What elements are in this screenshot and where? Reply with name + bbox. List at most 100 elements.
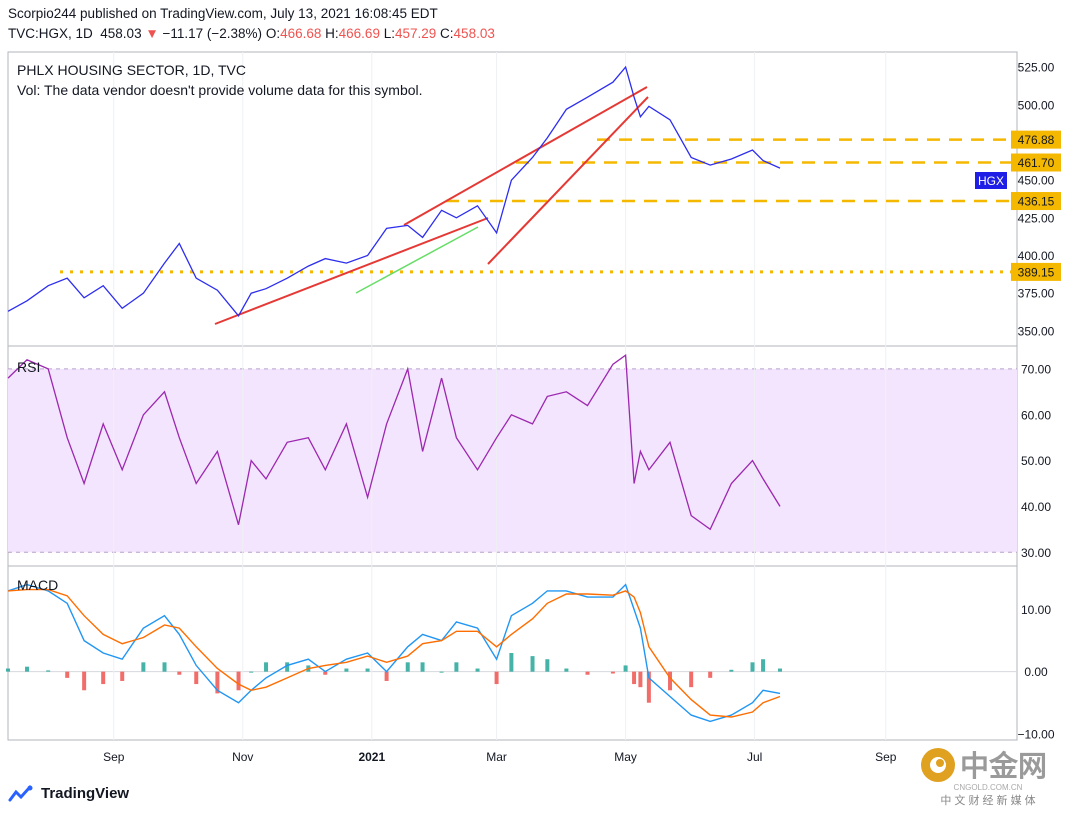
- x-tick-label: Mar: [486, 750, 507, 764]
- x-tick-label: Jul: [747, 750, 762, 764]
- rsi-series-line: [7, 353, 781, 531]
- macd-histogram-bar: [365, 668, 370, 672]
- level-labels: 476.88 461.70 436.15 389.15: [1011, 130, 1061, 281]
- rsi-band: [8, 368, 1017, 553]
- macd-histogram-bar: [236, 671, 241, 691]
- y-tick-label: 525.00: [1018, 61, 1055, 75]
- macd-histogram-bar: [285, 662, 290, 672]
- watermark-cn: 中金网: [960, 749, 1047, 783]
- level-label: 476.88: [1018, 133, 1055, 147]
- macd-histogram-bar: [646, 671, 651, 703]
- macd-histogram-bar: [750, 662, 755, 672]
- macd-histogram-bar: [585, 671, 590, 675]
- y-tick-label: 425.00: [1018, 211, 1055, 225]
- macd-histogram-bar: [405, 662, 410, 672]
- macd-histogram-bar: [25, 666, 30, 672]
- y-tick-label: 30.00: [1021, 546, 1051, 560]
- level-label-bg: [1011, 130, 1061, 149]
- chart-canvas[interactable]: 350.00375.00400.00425.00450.00475.00500.…: [0, 48, 1080, 778]
- x-tick-label: Sep: [103, 750, 125, 764]
- macd-histogram-bar: [264, 662, 269, 672]
- trendline-lower-channel: [214, 217, 489, 325]
- down-arrow-icon: ▼: [145, 26, 159, 41]
- macd-histogram-bar: [141, 662, 146, 672]
- macd-histogram-bar: [384, 671, 389, 681]
- macd-histogram-bar: [530, 656, 535, 672]
- macd-histogram-bar: [420, 662, 425, 672]
- level-label: 389.15: [1018, 265, 1055, 279]
- x-tick-label: May: [614, 750, 637, 764]
- symbol-label: TVC:HGX, 1D: [8, 26, 93, 41]
- level-label-bg: [1011, 153, 1061, 172]
- close-label: C:: [440, 26, 454, 41]
- price-series-line: [7, 65, 781, 317]
- x-tick-label: Sep: [875, 750, 897, 764]
- ticker-badge-bg: [975, 172, 1007, 189]
- macd-histogram-bar: [177, 671, 182, 675]
- macd-histogram-bar: [194, 671, 199, 685]
- macd-histogram-bar: [65, 671, 70, 678]
- macd-histogram-bar: [778, 668, 782, 672]
- level-label-bg: [1011, 192, 1061, 211]
- trendline-breakout: [487, 96, 649, 265]
- macd-histogram-bar: [668, 671, 673, 691]
- macd-histogram-bar: [82, 671, 87, 691]
- ohlc-row: TVC:HGX, 1D 458.03 ▼ −11.17 (−2.38%) O:4…: [8, 26, 495, 41]
- macd-histogram-bar: [439, 671, 444, 673]
- tradingview-icon: [8, 785, 33, 802]
- macd-histogram-bar: [632, 671, 637, 685]
- watermark-tag: 中 文 财 经 新 媒 体: [940, 793, 1035, 807]
- open-value: 466.68: [280, 26, 322, 41]
- macd-histogram-bar: [494, 671, 499, 685]
- macd-histogram-bar: [46, 670, 51, 672]
- macd-series-line: [7, 583, 781, 723]
- y-tick-label: 40.00: [1021, 500, 1051, 514]
- macd-histogram-bar: [623, 665, 628, 672]
- low-label: L:: [383, 26, 395, 41]
- macd-pane-title: MACD: [17, 577, 58, 593]
- y-tick-label: 450.00: [1018, 174, 1055, 188]
- macd-histogram-bar: [101, 671, 106, 685]
- low-value: 457.29: [394, 26, 437, 41]
- tradingview-logo[interactable]: TradingView: [8, 784, 129, 802]
- level-label-bg: [1011, 262, 1061, 281]
- level-label: 461.70: [1018, 156, 1055, 170]
- y-tick-label: 500.00: [1018, 98, 1055, 112]
- high-value: 466.69: [338, 26, 380, 41]
- macd-histogram-bar: [564, 668, 569, 672]
- signal-series-line: [7, 588, 781, 718]
- ticker-badge: HGX: [978, 174, 1004, 188]
- macd-histogram-bar: [509, 653, 514, 672]
- y-tick-label: 0.00: [1024, 665, 1048, 679]
- x-tick-label: Nov: [232, 750, 253, 764]
- time-axis: Sep Nov 2021 Mar May Jul Sep: [103, 750, 897, 764]
- macd-histogram: [6, 653, 782, 703]
- level-lines: [60, 138, 1017, 274]
- volume-note: Vol: The data vendor doesn't provide vol…: [17, 82, 423, 98]
- watermark-en: CNGOLD.COM.CN: [954, 783, 1023, 792]
- price-pane-title: PHLX HOUSING SECTOR, 1D, TVC: [17, 62, 246, 78]
- macd-histogram-bar: [610, 671, 615, 674]
- y-tick-label: 70.00: [1021, 362, 1051, 376]
- x-tick-label: 2021: [358, 750, 385, 764]
- high-label: H:: [325, 26, 339, 41]
- macd-histogram-bar: [249, 671, 254, 673]
- rsi-pane-title: RSI: [17, 359, 40, 375]
- y-tick-label: 60.00: [1021, 408, 1051, 422]
- open-label: O:: [265, 26, 281, 41]
- macd-histogram-bar: [708, 671, 713, 678]
- y-tick-label: −10.00: [1017, 727, 1054, 741]
- time-grid: [113, 52, 887, 740]
- y-tick-label: 10.00: [1021, 603, 1051, 617]
- y-tick-label: 350.00: [1018, 324, 1055, 338]
- cngold-watermark: 中金网 CNGOLD.COM.CN 中 文 财 经 新 媒 体: [921, 748, 1047, 807]
- macd-histogram-bar: [638, 671, 643, 688]
- macd-histogram-bar: [215, 671, 220, 694]
- footer-brand: TradingView: [41, 784, 130, 802]
- macd-histogram-bar: [689, 671, 694, 688]
- y-tick-label: 375.00: [1018, 287, 1055, 301]
- trendlines: [214, 86, 649, 325]
- trendline-support: [355, 226, 479, 294]
- macd-histogram-bar: [120, 671, 125, 681]
- macd-histogram-bar: [454, 662, 459, 672]
